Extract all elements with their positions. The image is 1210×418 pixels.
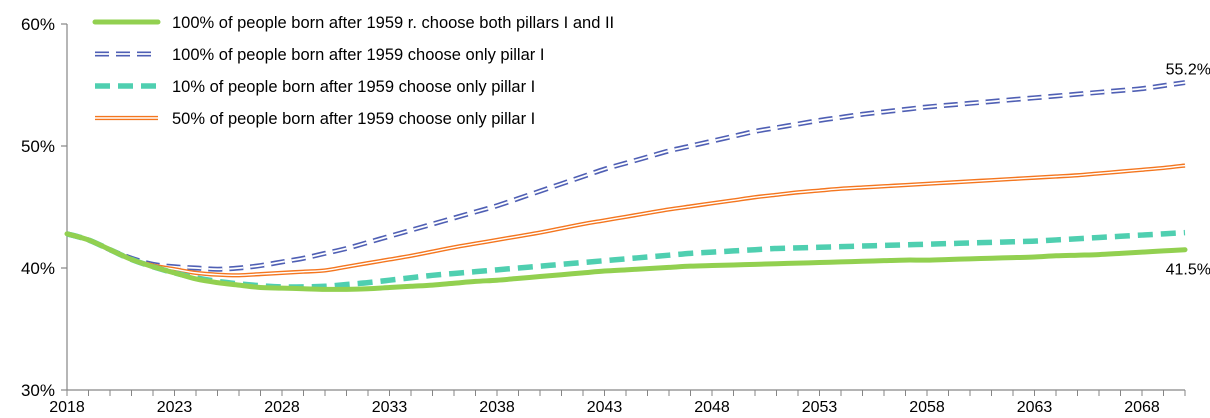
series-line-4-inner <box>66 164 1186 277</box>
series-line-1-stroke <box>64 231 1188 292</box>
y-tick-label: 30% <box>21 381 55 400</box>
legend-item-2: 100% of people born after 1959 choose on… <box>95 46 544 64</box>
y-tick-label: 50% <box>21 137 55 156</box>
data-label-series-1: 41.5% <box>1166 262 1210 279</box>
data-label-series-2: 55.2% <box>1166 62 1210 79</box>
x-tick-label: 2043 <box>587 399 623 416</box>
y-tick-label: 40% <box>21 259 55 278</box>
y-tick-label: 60% <box>21 15 55 34</box>
data-labels: 41.5% 55.2% <box>1166 62 1210 279</box>
series-line-2 <box>66 80 1186 272</box>
x-tick-label: 2053 <box>802 399 838 416</box>
series-layer <box>64 80 1188 292</box>
x-tick-label: 2023 <box>157 399 193 416</box>
legend-item-1: 100% of people born after 1959 r. choose… <box>92 14 614 32</box>
series-line-2-inner <box>66 81 1186 271</box>
x-tick-label: 2063 <box>1017 399 1053 416</box>
legend-label-3: 10% of people born after 1959 choose onl… <box>172 78 535 96</box>
x-tick-label: 2058 <box>909 399 945 416</box>
x-tick-label: 2068 <box>1124 399 1160 416</box>
x-tick-label: 2018 <box>49 399 85 416</box>
legend: 100% of people born after 1959 r. choose… <box>92 14 614 128</box>
x-tick-label: 2028 <box>264 399 300 416</box>
legend-label-2: 100% of people born after 1959 choose on… <box>172 46 544 64</box>
legend-item-4: 50% of people born after 1959 choose onl… <box>95 110 535 128</box>
legend-label-4: 50% of people born after 1959 choose onl… <box>172 110 535 128</box>
x-tick-label: 2033 <box>372 399 408 416</box>
series-line-4 <box>66 163 1186 278</box>
legend-label-1: 100% of people born after 1959 r. choose… <box>172 14 614 32</box>
x-tick-label: 2038 <box>479 399 515 416</box>
series-line-1 <box>64 231 1188 292</box>
axes: 30% 40% 50% 60% 2018 2023 2028 2033 2038 2043 2048… <box>21 15 1186 416</box>
legend-item-3: 10% of people born after 1959 choose onl… <box>95 78 535 96</box>
x-tick-label: 2048 <box>694 399 730 416</box>
